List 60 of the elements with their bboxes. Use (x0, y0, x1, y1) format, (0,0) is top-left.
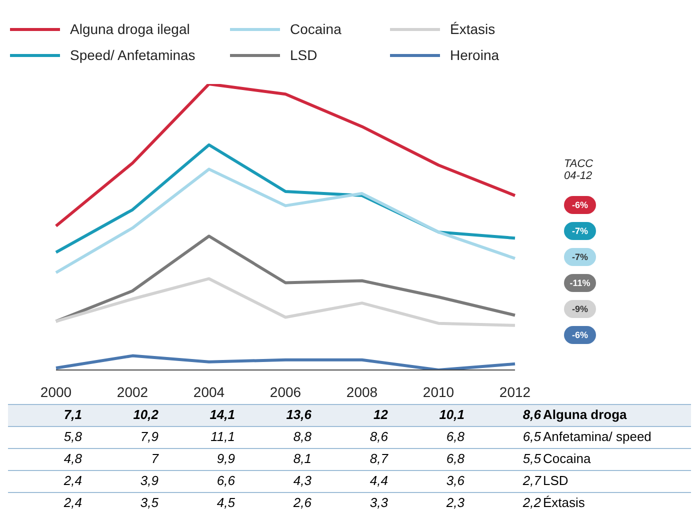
data-label: 7,9 (139, 429, 158, 444)
text: TACC 04-12 (564, 158, 594, 182)
data-label: 2,4 (62, 495, 82, 510)
data-label: 6,6 (216, 473, 235, 488)
x-tick-label: 2010 (422, 384, 456, 400)
data-label: 8,6 (368, 429, 388, 444)
data-label: 6,8 (445, 429, 464, 444)
legend-label: Heroina (449, 46, 500, 65)
data-label: 9,9 (216, 451, 235, 466)
data-label: 3,6 (445, 473, 464, 488)
data-label: 3,3 (368, 495, 388, 510)
text: -6% (564, 196, 596, 214)
data-label: 5,8 (62, 429, 82, 444)
legend-label: Alguna droga ilegal (69, 20, 191, 39)
text: LSD (543, 473, 568, 488)
data-label: 13,6 (285, 407, 312, 422)
text: Anfetamina/ speed (543, 429, 652, 444)
text: -7% (564, 222, 596, 240)
data-label: 8,8 (292, 429, 312, 444)
text: Alguna droga (543, 407, 627, 422)
data-label: 3,9 (139, 473, 158, 488)
data-label: 5,5 (522, 451, 541, 466)
legend-label: Éxtasis (449, 20, 496, 39)
data-label: 6,8 (445, 451, 464, 466)
data-label: 8,7 (368, 451, 388, 466)
data-label: 2,6 (292, 495, 312, 510)
data-label: 2,2 (522, 495, 541, 510)
data-label: 12 (372, 407, 388, 422)
text: Éxtasis (543, 495, 585, 510)
text: -11% (564, 274, 596, 292)
data-label: 4,8 (62, 451, 82, 466)
data-label: 10,2 (132, 407, 158, 422)
data-label: 14,1 (208, 407, 235, 422)
data-label: 3,5 (139, 495, 158, 510)
text: Cocaina (543, 451, 591, 466)
x-tick-label: 2006 (268, 384, 302, 400)
data-label: 7 (150, 451, 158, 466)
data-label: 2,4 (62, 473, 82, 488)
text: -7% (564, 248, 596, 266)
data-label: 2,7 (522, 473, 541, 488)
text: -9% (564, 300, 596, 318)
text: -6% (564, 326, 596, 344)
data-label: 2,3 (445, 495, 464, 510)
data-label: 8,6 (522, 407, 541, 422)
x-tick-label: 2000 (39, 384, 73, 400)
x-tick-label: 2002 (116, 384, 150, 400)
data-label: 10,1 (438, 407, 464, 422)
x-tick-label: 2008 (345, 384, 379, 400)
legend-label: LSD (289, 46, 318, 65)
legend-label: Speed/ Anfetaminas (69, 46, 196, 65)
x-tick-label: 2012 (498, 384, 532, 400)
data-label: 8,1 (292, 451, 312, 466)
x-tick-label: 2004 (192, 384, 226, 400)
data-label: 7,1 (62, 407, 82, 422)
data-label: 4,3 (292, 473, 312, 488)
data-label: 4,4 (368, 473, 388, 488)
data-label: 6,5 (522, 429, 541, 444)
legend-label: Cocaina (289, 20, 342, 39)
data-label: 11,1 (210, 429, 235, 444)
data-label: 4,5 (216, 495, 235, 510)
